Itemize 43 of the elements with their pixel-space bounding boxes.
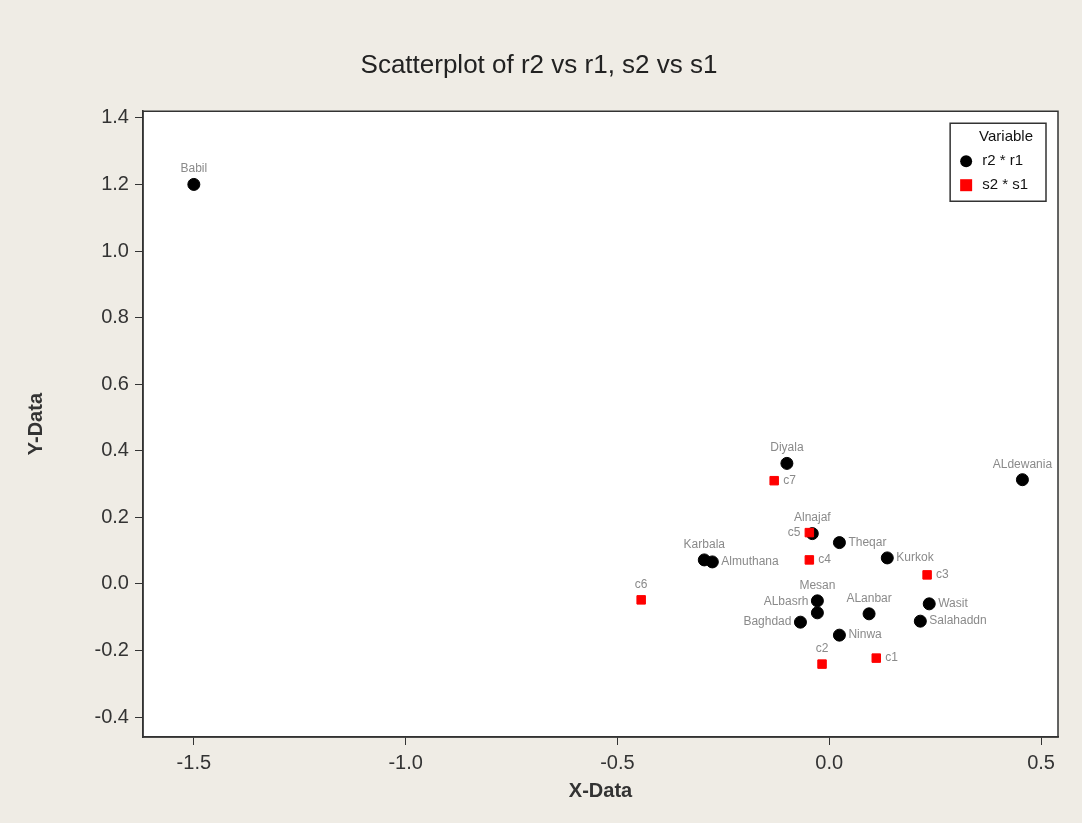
annotation: c6 [634, 576, 648, 591]
y-axis-title: Y-Data [23, 392, 46, 456]
y-tick-label: -0.4 [94, 704, 129, 727]
annotation: Babil [180, 161, 208, 176]
annotation: Almuthana [721, 554, 780, 569]
annotation: c3 [936, 567, 950, 582]
annotation: c1 [885, 650, 899, 665]
annotation: Diyala [770, 440, 804, 455]
annotation: Baghdad [743, 614, 792, 629]
y-tick-label: -0.2 [94, 637, 129, 660]
annotation: c4 [818, 552, 832, 567]
annotation: Mesan [799, 577, 836, 592]
legend-label: s2 * s1 [982, 175, 1028, 193]
annotation: c5 [787, 524, 801, 539]
x-tick-label: -0.5 [600, 750, 635, 773]
y-tick-label: 0.4 [101, 438, 129, 461]
annotation: Kurkok [896, 550, 935, 565]
x-tick-label: 0.5 [1027, 750, 1055, 773]
x-tick-label: -1.5 [176, 750, 212, 773]
annotation: ALbasrh [763, 593, 809, 608]
y-tick-label: 1.2 [101, 171, 129, 194]
y-tick-label: 1.4 [101, 105, 129, 128]
x-tick-label: -1.0 [388, 750, 423, 773]
chart-title: Scatterplot of r2 vs r1, s2 vs s1 [360, 48, 718, 79]
x-axis-title: X-Data [568, 778, 634, 801]
annotation: c7 [783, 473, 797, 487]
x-tick-label: 0.0 [815, 750, 844, 773]
annotation: Ninwa [848, 627, 883, 642]
annotation: Alnajaf [793, 510, 832, 525]
y-tick-label: 0.2 [101, 504, 129, 527]
y-tick-label: 0.6 [101, 371, 129, 394]
annotation: c2 [815, 640, 829, 655]
annotation: ALdewania [992, 456, 1053, 471]
legend-label: r2 * r1 [982, 151, 1023, 169]
y-tick-label: 0.8 [101, 305, 129, 328]
legend-title: Variable [979, 127, 1034, 145]
annotation: Karbala [683, 536, 726, 551]
y-tick-label: 1.0 [101, 238, 129, 261]
y-tick-label: 0.0 [101, 571, 129, 594]
annotation: ALanbar [846, 590, 892, 605]
annotation: Theqar [848, 534, 887, 549]
annotation: Salahaddn [929, 613, 987, 628]
annotation: Wasit [938, 596, 969, 611]
